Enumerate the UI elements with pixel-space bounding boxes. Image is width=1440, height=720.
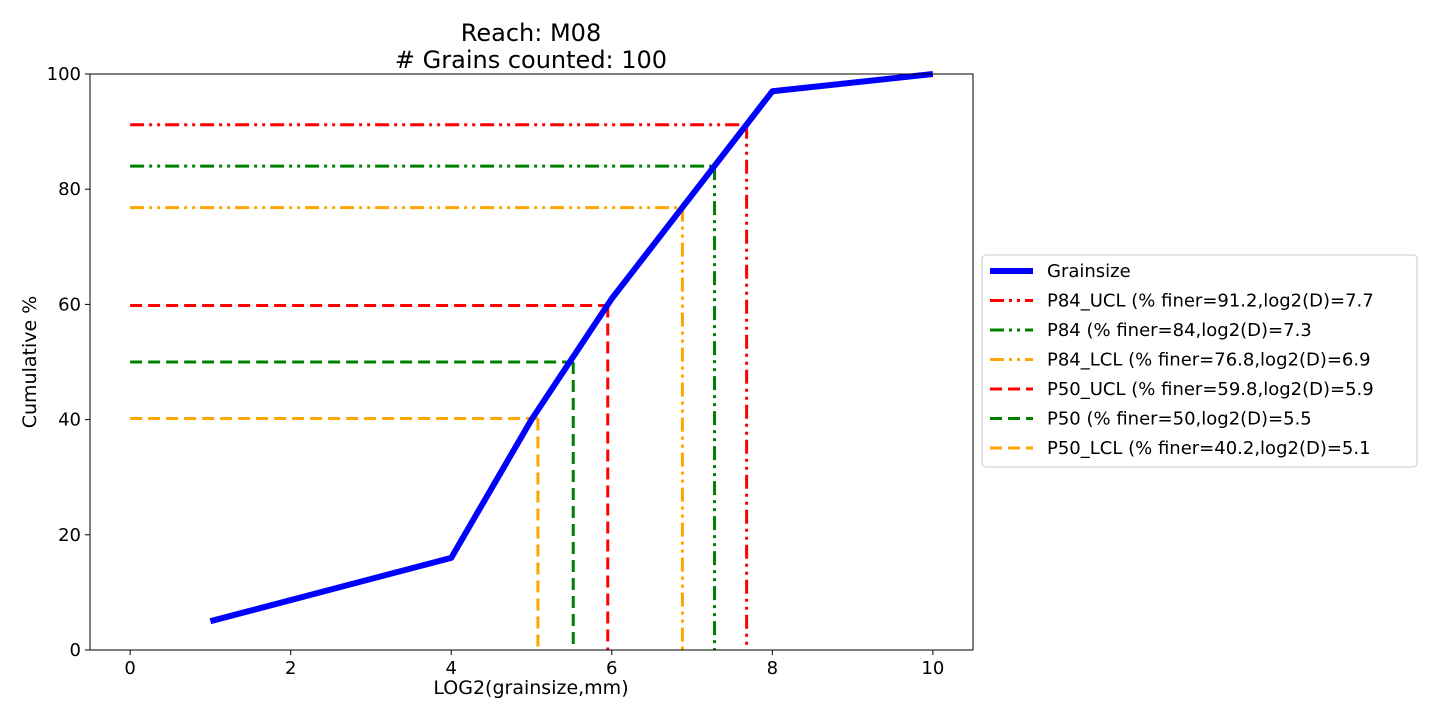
y-tick-label: 60 bbox=[58, 294, 81, 315]
legend-label-5: P50 (% finer=50,log2(D)=5.5 bbox=[1047, 409, 1312, 430]
chart-title: Reach: M08 bbox=[461, 19, 601, 47]
legend-label-2: P84 (% finer=84,log2(D)=7.3 bbox=[1047, 320, 1312, 341]
x-tick-label: 6 bbox=[606, 658, 617, 679]
reference-lines bbox=[130, 123, 749, 650]
x-tick-label: 10 bbox=[921, 658, 944, 679]
y-axis-label: Cumulative % bbox=[19, 296, 41, 429]
plot-frame bbox=[89, 73, 974, 651]
x-axis: 0 2 4 6 8 10 bbox=[124, 650, 944, 679]
legend-label-0: Grainsize bbox=[1047, 261, 1131, 282]
x-tick-label: 4 bbox=[446, 658, 457, 679]
legend: Grainsize P84_UCL (% finer=91.2,log2(D)=7… bbox=[981, 254, 1418, 468]
y-tick-label: 100 bbox=[47, 64, 81, 85]
legend-label-4: P50_UCL (% finer=59.8,log2(D)=5.9 bbox=[1047, 379, 1374, 400]
legend-label-6: P50_LCL (% finer=40.2,log2(D)=5.1 bbox=[1047, 438, 1371, 459]
y-tick-label: 20 bbox=[58, 525, 81, 546]
y-tick-label: 80 bbox=[58, 179, 81, 200]
series-line-0 bbox=[209, 71, 934, 625]
series-lines bbox=[209, 71, 934, 625]
x-tick-label: 8 bbox=[767, 658, 778, 679]
x-tick-label: 0 bbox=[124, 658, 135, 679]
legend-label-3: P84_LCL (% finer=76.8,log2(D)=6.9 bbox=[1047, 350, 1371, 371]
x-tick-label: 2 bbox=[285, 658, 296, 679]
legend-box bbox=[981, 254, 1418, 468]
chart-subtitle: # Grains counted: 100 bbox=[395, 46, 667, 74]
y-tick-label: 0 bbox=[70, 640, 81, 661]
x-axis-label: LOG2(grainsize,mm) bbox=[433, 677, 628, 699]
y-tick-label: 40 bbox=[58, 410, 81, 431]
y-axis: 0 20 40 60 80 100 bbox=[47, 64, 90, 661]
legend-label-1: P84_UCL (% finer=91.2,log2(D)=7.7 bbox=[1047, 291, 1374, 312]
